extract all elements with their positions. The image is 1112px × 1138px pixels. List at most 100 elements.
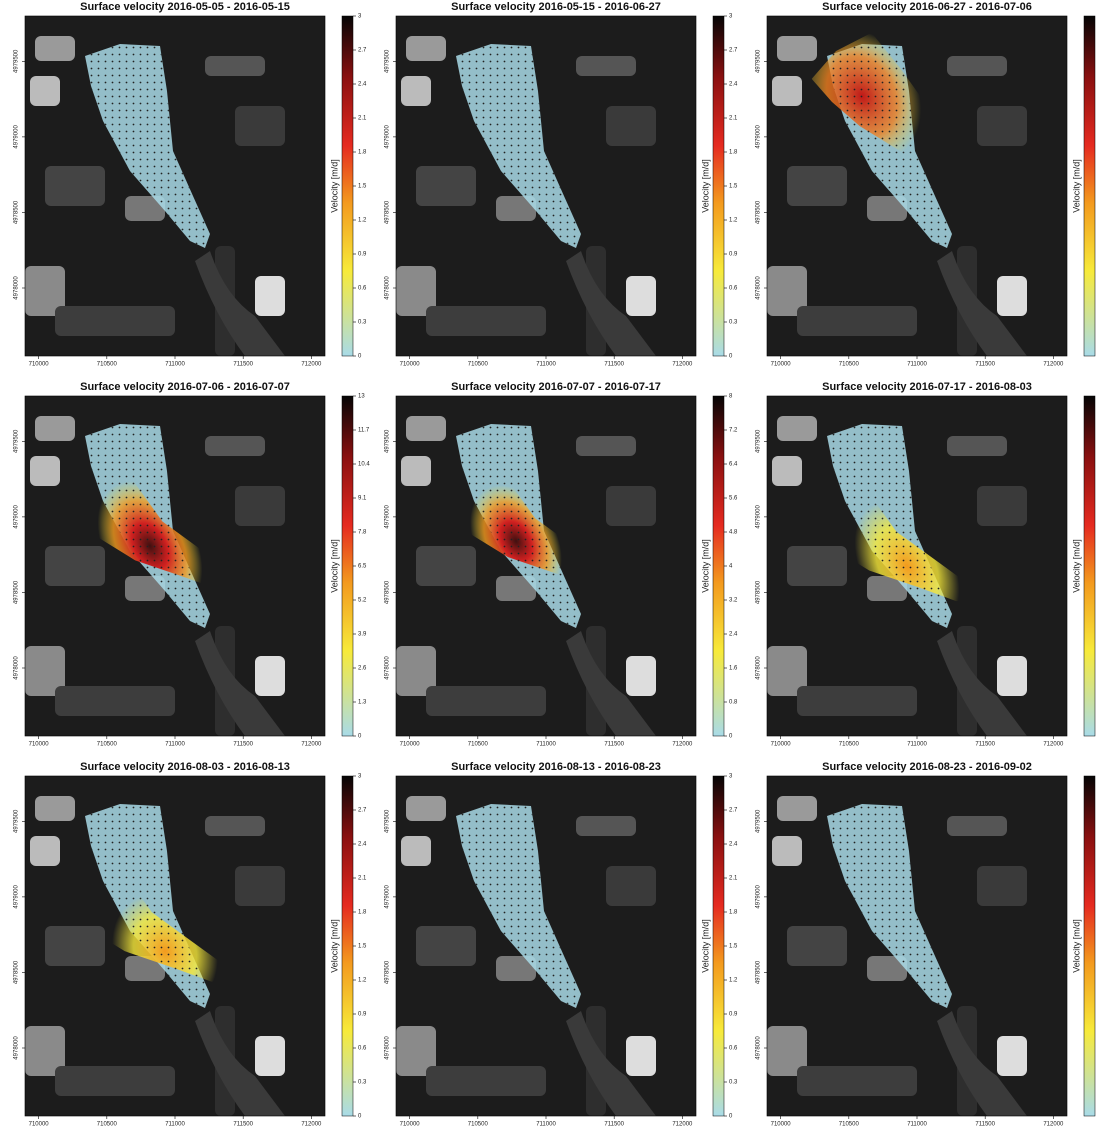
colorbar [712, 775, 725, 1117]
y-tick-label: 4978000 [385, 276, 391, 300]
terrain-patch [947, 56, 1007, 76]
colorbar-tick-label: 0.6 [358, 1046, 367, 1052]
x-tick-label: 712000 [1043, 1122, 1064, 1128]
colorbar [341, 15, 354, 357]
panel-title: Surface velocity 2016-08-23 - 2016-09-02 [822, 761, 1032, 773]
terrain-patch [235, 486, 285, 526]
colorbar-label: Velocity [m/d] [700, 159, 710, 213]
colorbar-tick-label: 0 [729, 734, 733, 740]
colorbar-tick-label: 13 [358, 394, 365, 400]
terrain-patch [401, 76, 431, 106]
colorbar-tick-label: 9.1 [358, 496, 367, 502]
terrain-patch [45, 166, 105, 206]
terrain-patch [25, 1026, 65, 1076]
terrain-patch [235, 106, 285, 146]
colorbar-tick-label: 1.3 [358, 700, 367, 706]
terrain-patch [45, 546, 105, 586]
colorbar-tick-label: 4.8 [729, 530, 738, 536]
terrain-patch [35, 36, 75, 61]
colorbar-tick-label: 3.9 [358, 632, 367, 638]
y-tick-label: 4978000 [14, 276, 20, 300]
x-tick-label: 711500 [975, 1122, 995, 1128]
y-tick-label: 4979500 [14, 49, 20, 73]
x-tick-label: 710000 [400, 1122, 421, 1128]
map [766, 395, 1068, 737]
velocity-arrows [85, 44, 210, 248]
terrain-patch [30, 836, 60, 866]
terrain-patch [55, 1066, 175, 1096]
colorbar-tick-label: 5.6 [729, 496, 738, 502]
x-tick-label: 710000 [400, 742, 421, 748]
y-tick-label: 4978500 [385, 960, 391, 984]
y-tick-label: 4978000 [385, 656, 391, 680]
x-tick-label: 711500 [975, 362, 995, 368]
x-tick-label: 712000 [301, 742, 322, 748]
terrain-patch [787, 166, 847, 206]
y-tick-label: 4978000 [756, 656, 762, 680]
x-tick-label: 710500 [468, 742, 489, 748]
x-tick-label: 710000 [400, 362, 421, 368]
panel-title: Surface velocity 2016-05-15 - 2016-06-27 [451, 1, 661, 13]
colorbar-label: Velocity [m/d] [1071, 539, 1081, 593]
terrain-patch [396, 646, 436, 696]
x-tick-label: 711500 [604, 742, 624, 748]
x-tick-label: 711000 [165, 742, 185, 748]
colorbar-tick-label: 1.5 [729, 184, 738, 190]
colorbar-tick-label: 1.5 [729, 944, 738, 950]
colorbar-tick-label: 0 [729, 1114, 733, 1120]
colorbar-tick-label: 0.6 [729, 1046, 738, 1052]
colorbar-tick-label: 1.5 [358, 184, 367, 190]
x-tick-label: 711000 [536, 362, 556, 368]
terrain-patch [125, 576, 165, 601]
x-tick-label: 712000 [672, 362, 693, 368]
y-tick-label: 4978500 [756, 200, 762, 224]
x-tick-label: 710000 [771, 362, 792, 368]
colorbar [341, 775, 354, 1117]
panel-title: Surface velocity 2016-07-17 - 2016-08-03 [822, 381, 1032, 393]
terrain-patch [45, 926, 105, 966]
terrain-patch [867, 196, 907, 221]
x-tick-label: 710000 [29, 362, 50, 368]
river [195, 251, 285, 356]
y-tick-label: 4979000 [756, 505, 762, 529]
river [566, 1011, 656, 1116]
terrain-patch [255, 276, 285, 316]
terrain-patch [767, 646, 807, 696]
y-tick-label: 4979000 [385, 505, 391, 529]
y-tick-label: 4978500 [14, 580, 20, 604]
map [766, 775, 1068, 1117]
y-tick-label: 4979500 [756, 49, 762, 73]
colorbar-tick-label: 0.9 [729, 1012, 738, 1018]
x-tick-label: 711000 [907, 742, 927, 748]
x-tick-label: 710500 [839, 362, 860, 368]
map [395, 775, 697, 1117]
terrain-patch [772, 76, 802, 106]
colorbar-tick-label: 1.2 [729, 978, 738, 984]
colorbar-tick-label: 2.4 [729, 632, 738, 638]
velocity-arrows [85, 804, 210, 1008]
colorbar-tick-label: 11.7 [358, 428, 370, 434]
terrain-patch [606, 486, 656, 526]
colorbar-label: Velocity [m/d] [329, 539, 339, 593]
terrain-patch [401, 456, 431, 486]
colorbar-tick-label: 1.8 [729, 910, 738, 916]
river [566, 251, 656, 356]
y-tick-label: 4978000 [756, 1036, 762, 1060]
colorbar-tick-label: 0.6 [729, 286, 738, 292]
colorbar [712, 15, 725, 357]
x-tick-label: 711500 [233, 742, 253, 748]
x-tick-label: 712000 [672, 1122, 693, 1128]
terrain-patch [606, 106, 656, 146]
terrain-patch [797, 686, 917, 716]
terrain-patch [797, 306, 917, 336]
colorbar-tick-label: 2.4 [358, 82, 367, 88]
river [937, 251, 1027, 356]
colorbar-label: Velocity [m/d] [329, 159, 339, 213]
terrain-patch [205, 816, 265, 836]
panel-title: Surface velocity 2016-05-05 - 2016-05-15 [80, 1, 290, 13]
y-tick-label: 4978500 [385, 200, 391, 224]
colorbar-label: Velocity [m/d] [1071, 919, 1081, 973]
colorbar-tick-label: 1.2 [729, 218, 738, 224]
x-tick-label: 710000 [771, 742, 792, 748]
colorbar-tick-label: 0.9 [729, 252, 738, 258]
